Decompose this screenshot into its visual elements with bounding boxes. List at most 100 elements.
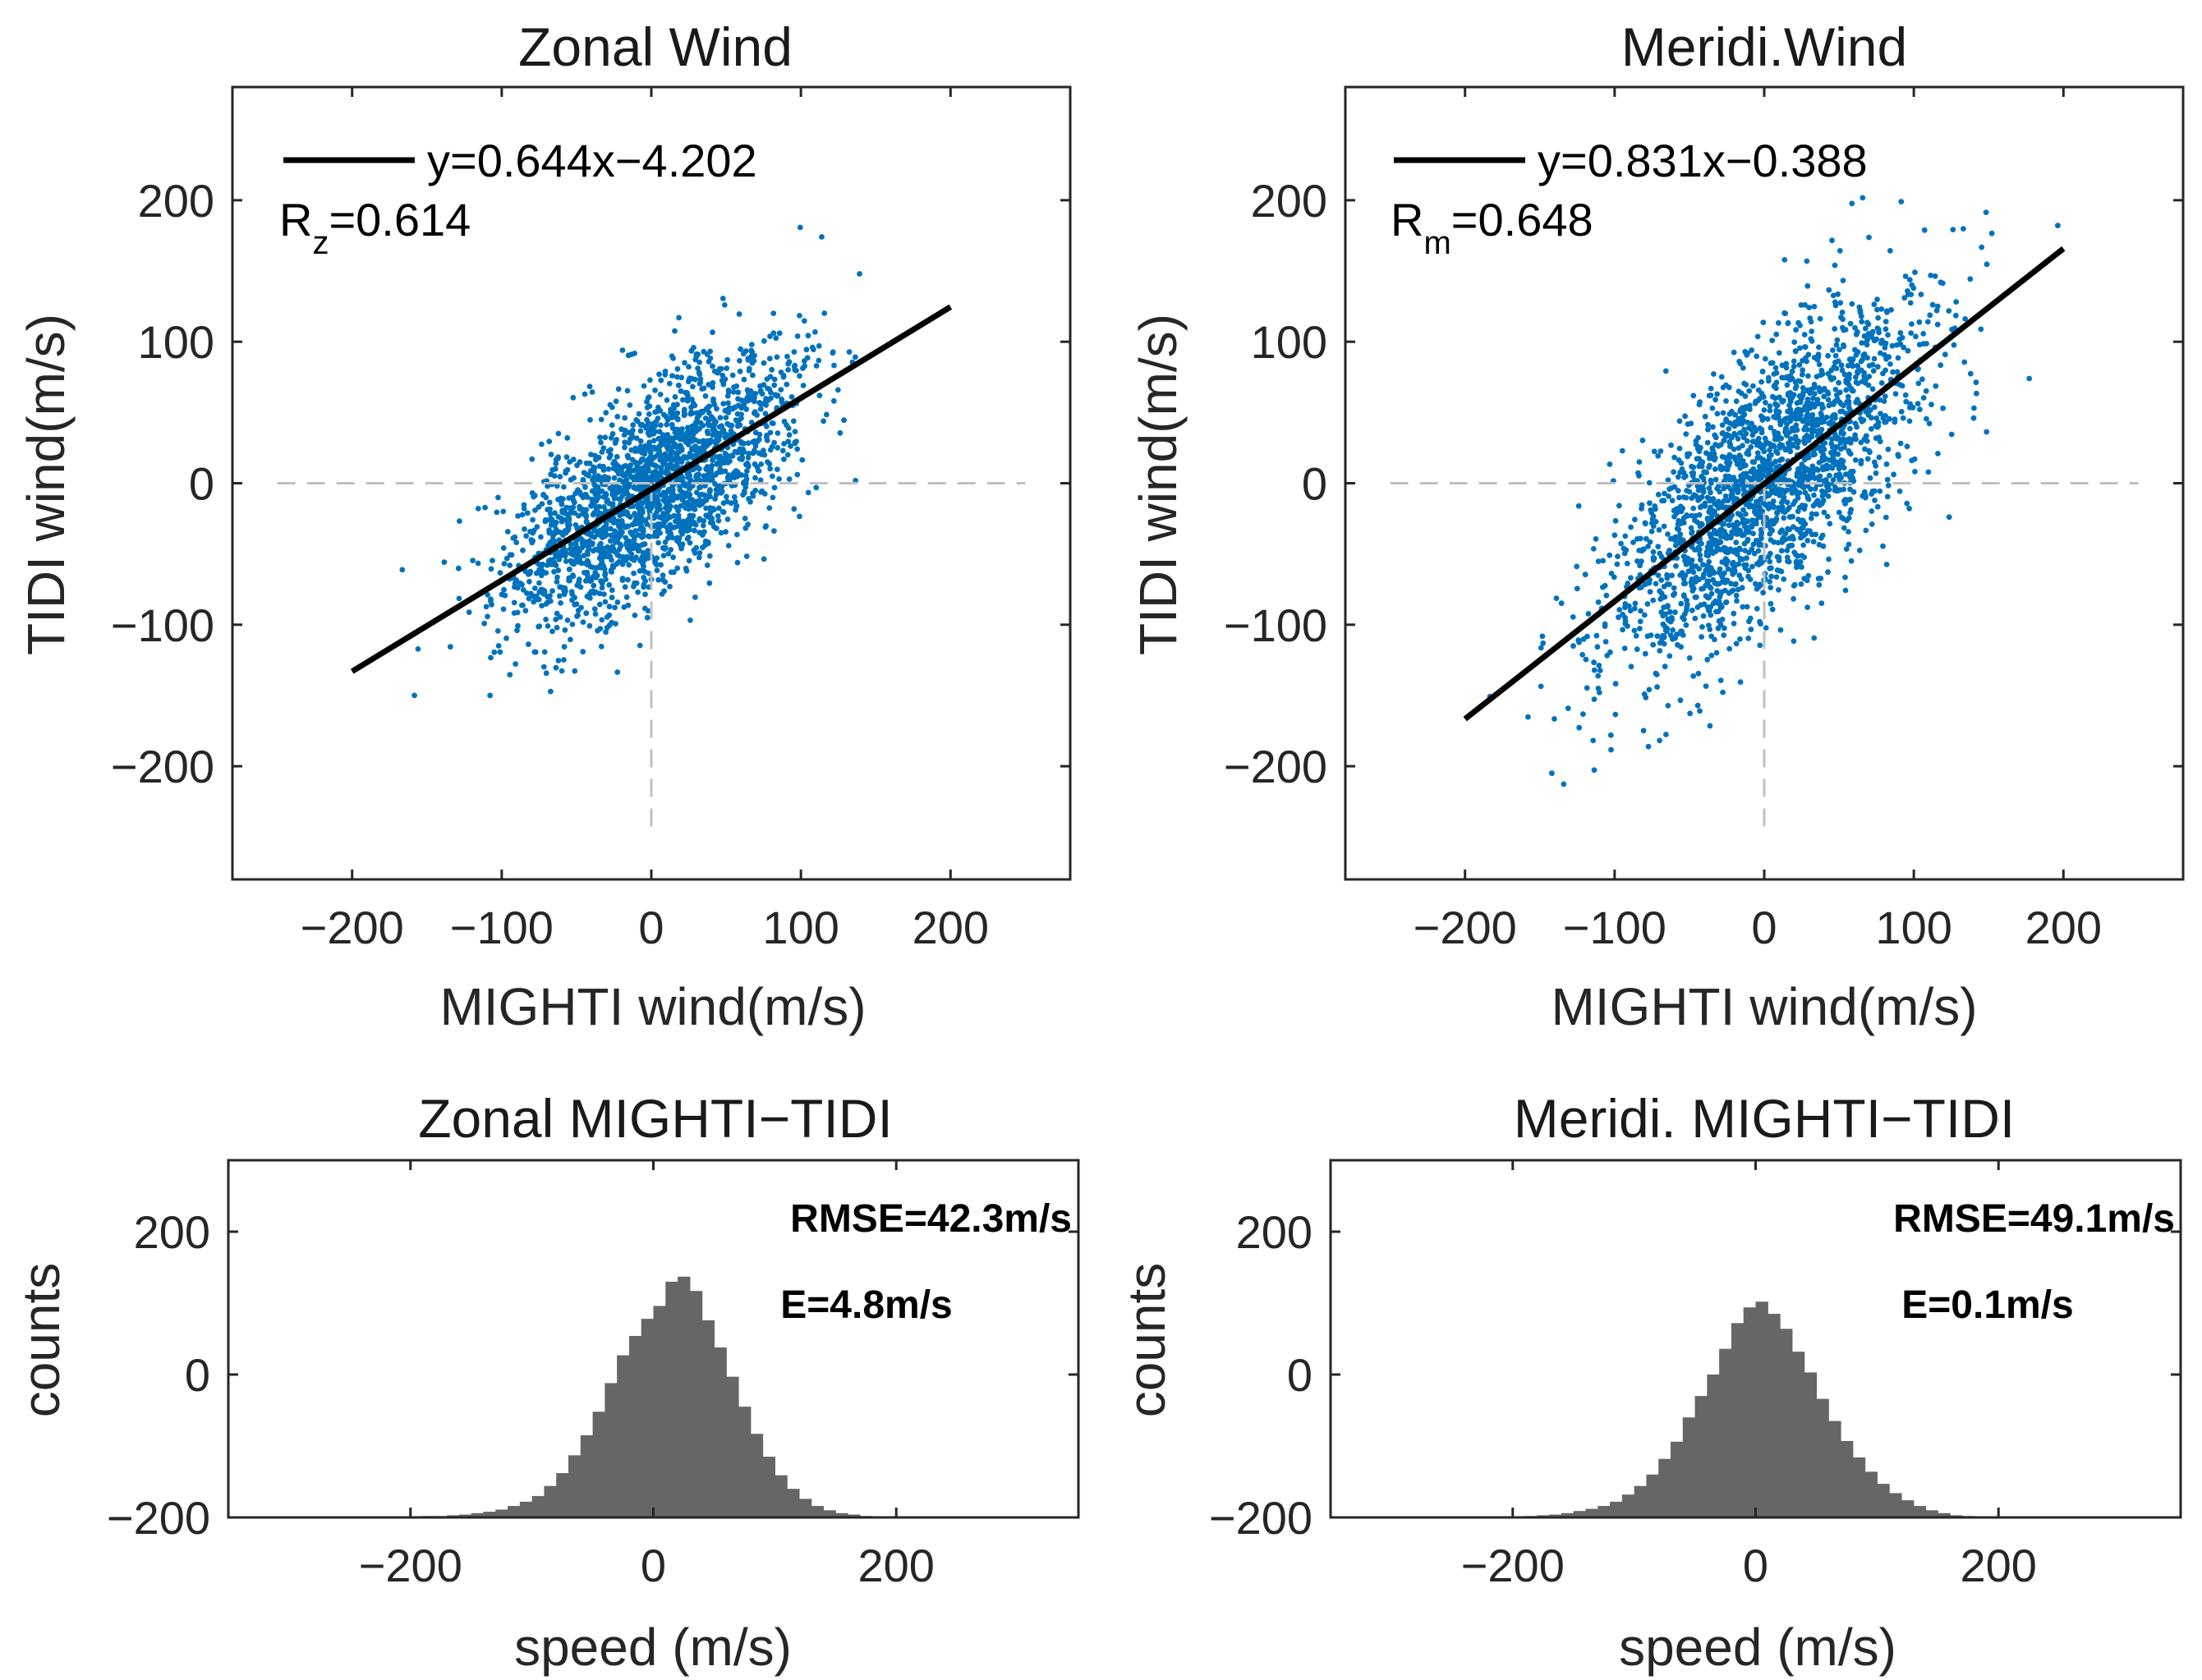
meridional-scatter-point (1793, 383, 1800, 389)
zonal-scatter-point (673, 518, 678, 525)
meridional-scatter-point (1641, 691, 1648, 697)
zonal-scatter-point (687, 526, 693, 533)
meridional-scatter-point (1967, 370, 1974, 377)
meridional-scatter-point (1916, 342, 1923, 348)
meridional-scatter-point (1804, 258, 1810, 264)
meridional-scatter-point (1887, 248, 1893, 254)
zonal-scatter-point (561, 591, 568, 598)
meridional-scatter-point (1883, 340, 1889, 347)
meridional-scatter-point (1584, 633, 1590, 640)
zonal-scatter-point (622, 415, 628, 421)
meridional-scatter-point (1624, 560, 1630, 567)
zonal-scatter-point (687, 480, 693, 485)
zonal-scatter-point (654, 562, 660, 568)
meridional-scatter-point (1814, 416, 1820, 423)
meridional-scatter-point (1803, 355, 1809, 361)
meridional-scatter-point (1647, 589, 1653, 595)
meridional-scatter-point (1774, 450, 1781, 457)
zonal-scatter-point (775, 444, 780, 451)
zonal-scatter-point (692, 356, 699, 363)
zonal-scatter-point (586, 531, 593, 537)
meridional-hist-y-tick-label: 0 (1287, 1349, 1312, 1401)
meridional-scatter-point (1860, 356, 1865, 363)
zonal-scatter-point (660, 577, 666, 583)
zonal-scatter-point (594, 572, 600, 579)
zonal-scatter-point (575, 487, 581, 493)
meridional-scatter-point (1776, 436, 1781, 443)
zonal-scatter-point (622, 584, 628, 590)
meridional-scatter-point (1732, 581, 1739, 588)
zonal-scatter-point (598, 644, 605, 650)
zonal-scatter-point (503, 635, 509, 641)
meridional-scatter-point (1731, 569, 1738, 576)
zonal-scatter-point (490, 558, 495, 563)
meridional-scatter-point (1704, 604, 1711, 610)
zonal-scatter-point (706, 493, 712, 499)
meridional-scatter-point (1832, 387, 1839, 392)
zonal-scatter-point (752, 410, 758, 416)
zonal-scatter-point (724, 516, 731, 522)
meridional-scatter-point (1778, 548, 1785, 554)
meridional-scatter-point (1804, 538, 1811, 544)
meridional-scatter-point (1928, 273, 1934, 278)
meridional-scatter-point (1591, 696, 1597, 702)
zonal-scatter-point (701, 442, 707, 448)
meridional-scatter-point (1708, 652, 1715, 659)
zonal-scatter-point (641, 383, 647, 389)
zonal-scatter-point (692, 437, 698, 443)
meridional-scatter-point (1846, 497, 1851, 503)
meridional-scatter-point (1905, 291, 1911, 297)
meridional-scatter-point (1775, 411, 1781, 417)
meridional-scatter-x-label: MIGHTI wind(m/s) (1551, 977, 1977, 1036)
zonal-scatter-point (582, 484, 588, 490)
zonal-scatter-point (687, 617, 693, 623)
meridional-scatter-point (1750, 541, 1757, 548)
meridional-scatter-point (1782, 426, 1789, 432)
meridional-scatter-point (1805, 572, 1812, 579)
zonal-scatter-point (745, 356, 752, 363)
meridional-scatter-point (1811, 492, 1817, 498)
zonal-scatter-point (652, 446, 659, 452)
meridional-hist-bar (1731, 1323, 1745, 1517)
zonal-scatter-point (548, 688, 554, 695)
meridional-scatter-point (1806, 420, 1812, 426)
meridional-scatter-point (1575, 503, 1582, 509)
meridional-scatter-point (1708, 477, 1714, 484)
meridional-scatter-point (1735, 435, 1741, 442)
zonal-scatter-point (703, 466, 709, 472)
meridional-scatter-point (1846, 398, 1852, 405)
meridional-scatter-point (1961, 226, 1966, 232)
meridional-scatter-point (1639, 546, 1646, 553)
zonal-scatter-point (675, 512, 682, 518)
zonal-scatter-point (623, 509, 630, 516)
zonal-scatter-point (553, 461, 559, 466)
zonal-scatter-point (634, 546, 641, 552)
meridional-scatter-point (1746, 503, 1753, 510)
meridional-scatter-point (1837, 471, 1843, 477)
meridional-scatter-point (1858, 439, 1864, 446)
zonal-hist-bar (689, 1291, 703, 1517)
meridional-hist-bar (1913, 1506, 1927, 1517)
zonal-scatter-point (549, 536, 556, 543)
meridional-scatter-point (1580, 711, 1586, 717)
meridional-scatter-point (1699, 624, 1705, 630)
zonal-scatter-point (618, 426, 624, 433)
meridional-scatter-point (1689, 588, 1696, 594)
zonal-scatter-point (659, 492, 665, 498)
zonal-scatter-point (690, 410, 696, 416)
meridional-scatter-point (1600, 558, 1607, 564)
zonal-scatter-point (632, 521, 639, 527)
zonal-scatter-point (726, 472, 732, 478)
meridional-scatter-point (1650, 549, 1657, 555)
meridional-scatter-point (1723, 398, 1729, 404)
meridional-scatter-point (1690, 569, 1697, 576)
meridional-scatter-point (1804, 427, 1810, 433)
zonal-scatter-point (830, 350, 836, 356)
meridional-scatter-point (1811, 635, 1818, 641)
meridional-scatter-point (1801, 434, 1808, 441)
zonal-scatter-point (555, 658, 562, 663)
meridional-scatter-point (1862, 325, 1869, 332)
zonal-scatter-point (668, 547, 674, 553)
zonal-scatter-point (665, 486, 672, 493)
zonal-scatter-point (673, 504, 679, 510)
